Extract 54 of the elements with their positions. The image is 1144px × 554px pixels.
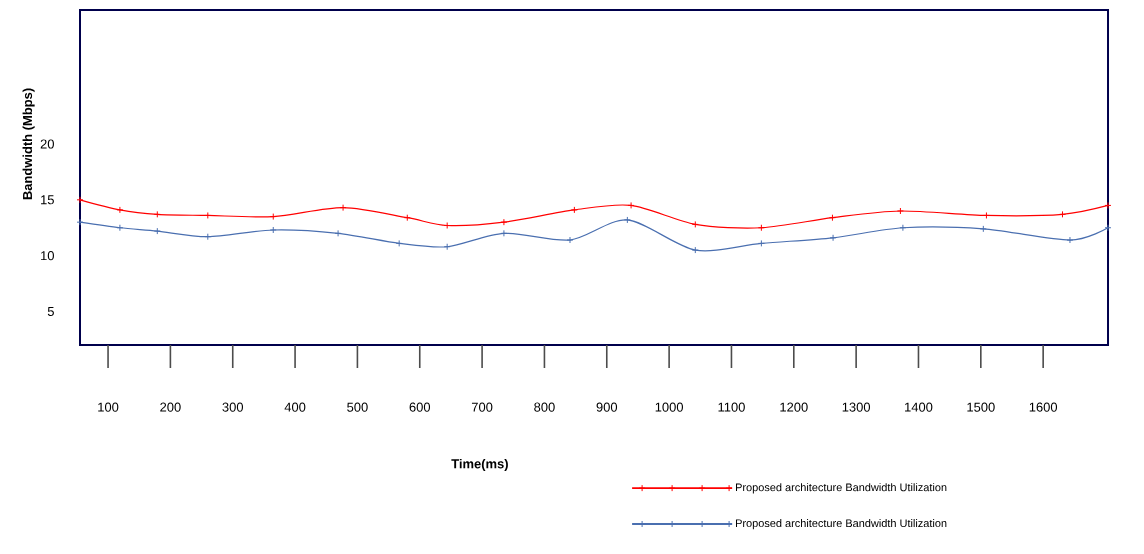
point — [500, 229, 508, 237]
x-tick-label: 1600 — [1029, 402, 1058, 412]
x-tick-label: 1200 — [780, 402, 808, 412]
y-tick-label: 20 — [40, 139, 54, 149]
point — [500, 218, 508, 226]
y-tick-label: 15 — [41, 195, 54, 205]
y-tick-label: 5 — [47, 306, 54, 317]
x-tick-label: 200 — [160, 402, 181, 412]
point — [334, 229, 342, 237]
point — [623, 216, 631, 224]
x-tick-label: 400 — [284, 402, 306, 412]
point — [979, 225, 987, 233]
x-tick-label: 1000 — [655, 402, 684, 412]
x-tick-label: 700 — [471, 402, 493, 412]
point — [153, 210, 161, 218]
point — [395, 239, 403, 247]
point — [204, 211, 212, 219]
point — [269, 213, 277, 221]
point — [828, 214, 836, 222]
point — [153, 227, 161, 235]
point — [1066, 236, 1074, 244]
x-tick-label: 1300 — [842, 402, 871, 412]
point — [627, 201, 635, 209]
point — [691, 246, 699, 254]
point — [899, 224, 907, 232]
x-tick-label: 300 — [222, 402, 244, 412]
point — [757, 224, 765, 232]
point — [204, 233, 212, 241]
x-tick-label: 100 — [98, 402, 119, 412]
x-tick-label: 600 — [409, 402, 431, 412]
point — [116, 206, 124, 214]
x-tick-label: 1100 — [718, 402, 745, 412]
point — [570, 206, 578, 214]
x-tick-label: 1500 — [967, 402, 995, 412]
point — [757, 239, 765, 247]
x-axis-title: Time(ms) — [451, 458, 508, 471]
legend-label: Proposed architecture Bandwidth Utilization — [736, 483, 947, 494]
point — [566, 236, 574, 244]
point — [443, 243, 451, 251]
point — [403, 214, 411, 222]
point — [1058, 210, 1066, 218]
y-axis-title: Bandwidth (Mbps) — [22, 88, 35, 200]
point — [339, 204, 347, 212]
x-tick-label: 1400 — [905, 402, 933, 412]
legend-label: Proposed architecture Bandwidth Utilization — [736, 519, 947, 530]
x-tick-label: 500 — [347, 402, 368, 412]
point — [896, 207, 904, 215]
point — [269, 226, 277, 234]
x-tick-label: 800 — [534, 402, 555, 412]
point — [691, 220, 699, 228]
point — [116, 224, 124, 232]
point — [829, 234, 837, 242]
x-tick-label: 900 — [596, 402, 618, 412]
y-tick-label: 10 — [41, 251, 54, 261]
